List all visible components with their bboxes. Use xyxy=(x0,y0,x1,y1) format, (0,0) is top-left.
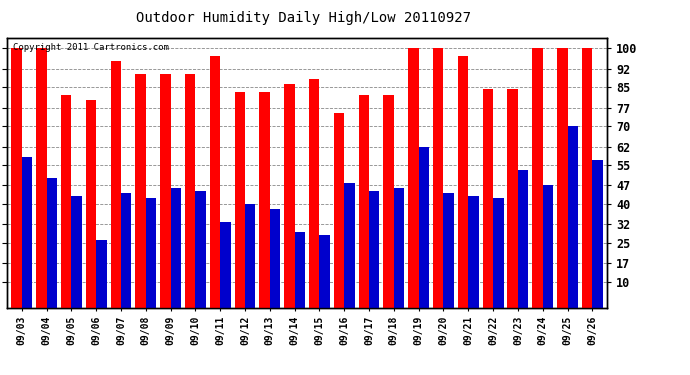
Bar xyxy=(36,48,47,308)
Bar xyxy=(110,61,121,308)
Bar xyxy=(47,178,57,308)
Bar xyxy=(210,56,220,308)
Bar xyxy=(135,74,146,308)
Bar xyxy=(582,48,592,308)
Text: Outdoor Humidity Daily High/Low 20110927: Outdoor Humidity Daily High/Low 20110927 xyxy=(136,11,471,25)
Bar xyxy=(557,48,567,308)
Bar xyxy=(507,89,518,308)
Bar xyxy=(469,196,479,308)
Bar xyxy=(369,190,380,308)
Bar xyxy=(22,157,32,308)
Bar xyxy=(270,209,280,308)
Bar xyxy=(220,222,230,308)
Bar xyxy=(259,92,270,308)
Bar xyxy=(483,89,493,308)
Bar xyxy=(146,198,156,308)
Bar xyxy=(493,198,504,308)
Bar xyxy=(458,56,469,308)
Bar xyxy=(309,79,319,308)
Bar xyxy=(532,48,543,308)
Bar xyxy=(160,74,170,308)
Bar xyxy=(384,94,394,308)
Bar xyxy=(195,190,206,308)
Bar xyxy=(61,94,71,308)
Bar xyxy=(319,235,330,308)
Bar xyxy=(567,126,578,308)
Bar xyxy=(71,196,82,308)
Bar xyxy=(235,92,245,308)
Bar xyxy=(433,48,444,308)
Bar xyxy=(518,170,529,308)
Bar xyxy=(11,48,22,308)
Bar xyxy=(543,186,553,308)
Bar xyxy=(444,193,454,308)
Bar xyxy=(121,193,131,308)
Bar xyxy=(86,100,96,308)
Bar xyxy=(96,240,107,308)
Bar xyxy=(408,48,419,308)
Bar xyxy=(185,74,195,308)
Bar xyxy=(394,188,404,308)
Bar xyxy=(334,113,344,308)
Bar xyxy=(592,159,603,308)
Bar xyxy=(245,204,255,308)
Bar xyxy=(284,84,295,308)
Bar xyxy=(344,183,355,308)
Text: Copyright 2011 Cartronics.com: Copyright 2011 Cartronics.com xyxy=(13,43,169,52)
Bar xyxy=(359,94,369,308)
Bar xyxy=(170,188,181,308)
Bar xyxy=(419,147,429,308)
Bar xyxy=(295,232,305,308)
